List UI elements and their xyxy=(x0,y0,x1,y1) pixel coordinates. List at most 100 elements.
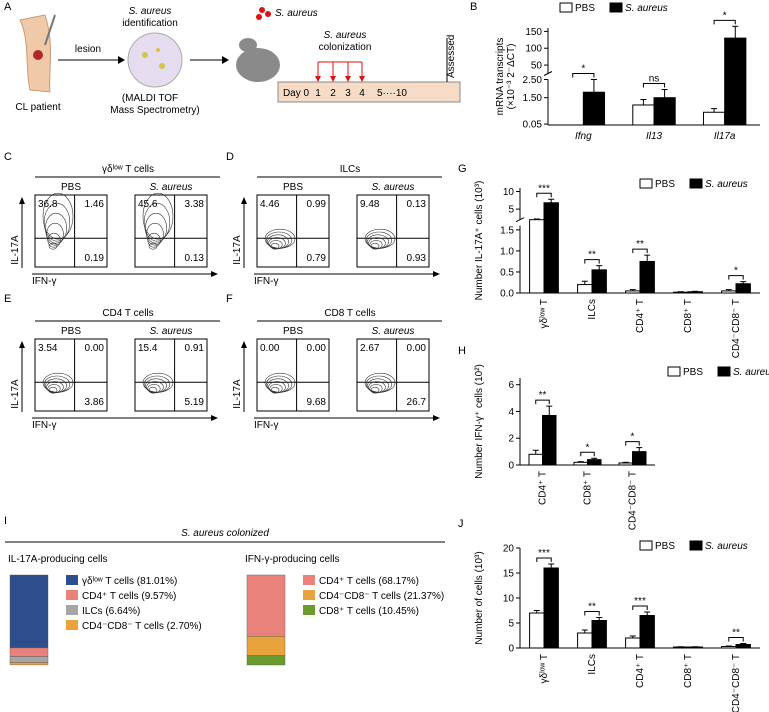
dose-arrowhead xyxy=(359,76,365,82)
bacteria xyxy=(259,7,265,13)
quadrant-value: 3.86 xyxy=(85,397,105,408)
x-tick-label: γδˡᵒʷ T xyxy=(539,654,550,683)
y-axis-label: Number IL-17A⁺ cells (10³) xyxy=(474,181,485,301)
x-axis-label: IFN-γ xyxy=(32,420,56,431)
panel-label: H xyxy=(458,345,466,357)
arrowhead xyxy=(241,341,247,348)
x-tick-label: CD8⁺ T xyxy=(683,299,694,333)
significance: * xyxy=(723,10,727,21)
x-tick-label: ILCs xyxy=(587,299,598,320)
legend-swatch xyxy=(303,575,315,585)
y-tick-label: 10 xyxy=(503,594,515,605)
significance: ** xyxy=(588,602,596,613)
bracket xyxy=(536,557,552,562)
lesion-label: lesion xyxy=(75,44,101,55)
timeline-label: 3 xyxy=(345,88,351,99)
y-tick-label: 4 xyxy=(508,407,514,418)
swab xyxy=(44,14,56,46)
legend-swatch xyxy=(609,2,623,13)
contour xyxy=(142,192,174,240)
patient-label: CL patient xyxy=(15,102,60,113)
legend-label: ILCs (6.64%) xyxy=(82,606,140,617)
colony xyxy=(156,48,160,52)
quadrant-value: 9.48 xyxy=(360,199,380,210)
bracket xyxy=(584,259,600,264)
legend-swatch xyxy=(639,540,653,551)
x-tick-label: Il17a xyxy=(714,131,736,142)
y-tick-label: 20 xyxy=(503,544,515,555)
mouse xyxy=(236,48,280,82)
quadrant-value: 0.99 xyxy=(307,199,327,210)
legend-label: CD4⁺ T cells (68.17%) xyxy=(319,576,419,587)
x-tick-label: CD4⁺ T xyxy=(538,471,549,505)
bar xyxy=(543,567,559,649)
bacteria xyxy=(265,11,271,17)
bar xyxy=(673,291,689,294)
group-title: IL-17A-producing cells xyxy=(8,554,108,565)
bar xyxy=(587,459,602,466)
bracket xyxy=(584,611,600,616)
sample-label: PBS xyxy=(283,326,303,337)
x-tick-label: CD8⁺ T xyxy=(683,654,694,688)
x-tick-label: CD4⁻CD8⁻ T xyxy=(731,299,742,358)
stack-segment xyxy=(9,574,49,649)
bar xyxy=(529,219,545,294)
y-tick-label: 1.0 xyxy=(500,246,514,257)
plot-frame xyxy=(356,194,430,268)
colony xyxy=(142,52,148,58)
dish xyxy=(127,32,183,88)
mouse-head xyxy=(239,38,257,52)
contour xyxy=(143,202,171,242)
plot-frame xyxy=(34,194,108,268)
plot-frame xyxy=(134,338,208,412)
y-tick-label: 5 xyxy=(508,619,514,630)
contour xyxy=(43,202,71,242)
significance: * xyxy=(631,432,635,443)
flow-title: CD8 T cells xyxy=(324,308,375,319)
bar xyxy=(735,644,751,649)
flow-title: γδˡᵒʷ T cells xyxy=(102,164,154,175)
significance: * xyxy=(586,442,590,453)
quadrant-value: 2.67 xyxy=(360,343,380,354)
contour xyxy=(46,222,64,246)
significance: * xyxy=(734,266,738,277)
bar xyxy=(632,451,647,466)
legend-label: PBS xyxy=(683,367,703,378)
legend-label: PBS xyxy=(575,3,595,14)
legend-label: CD4⁻CD8⁻ T cells (2.70%) xyxy=(82,621,202,632)
arrowhead xyxy=(118,56,125,64)
bracket xyxy=(580,451,595,457)
legend-swatch xyxy=(66,590,78,600)
timeline-label: 4 xyxy=(359,88,365,99)
bar xyxy=(721,646,737,649)
bracket xyxy=(535,399,550,405)
y-axis-label: IL-17A xyxy=(10,235,21,265)
legend-swatch xyxy=(66,575,78,585)
arrowhead xyxy=(211,271,218,277)
quadrant-value: 15.4 xyxy=(138,343,158,354)
quadrant-value: 3.54 xyxy=(38,343,58,354)
y-axis-label: IL-17A xyxy=(232,235,243,265)
y-tick-label: 2 xyxy=(508,434,514,445)
quadrant-value: 4.46 xyxy=(260,199,280,210)
quadrant-value: 0.91 xyxy=(185,343,205,354)
contour xyxy=(264,372,296,393)
bar xyxy=(639,615,655,649)
legend-label: γδˡᵒʷ T cells (81.01%) xyxy=(82,576,177,587)
bar xyxy=(529,612,545,649)
flow-title: CD4 T cells xyxy=(102,308,153,319)
panel-label: E xyxy=(4,293,11,305)
bar xyxy=(543,202,559,294)
method-label: Mass Spectrometry) xyxy=(110,105,199,116)
significance: ** xyxy=(732,628,740,639)
contour xyxy=(364,228,396,249)
y-tick-label: 6 xyxy=(508,380,514,391)
legend-label: CD4⁻CD8⁻ T cells (21.37%) xyxy=(319,591,444,602)
timeline-label: 1 xyxy=(315,88,321,99)
bar xyxy=(653,97,676,126)
stack-segment xyxy=(9,647,49,657)
bracket xyxy=(625,441,640,446)
arrowhead xyxy=(241,197,247,204)
sample-label: PBS xyxy=(61,326,81,337)
bracket xyxy=(642,83,666,88)
